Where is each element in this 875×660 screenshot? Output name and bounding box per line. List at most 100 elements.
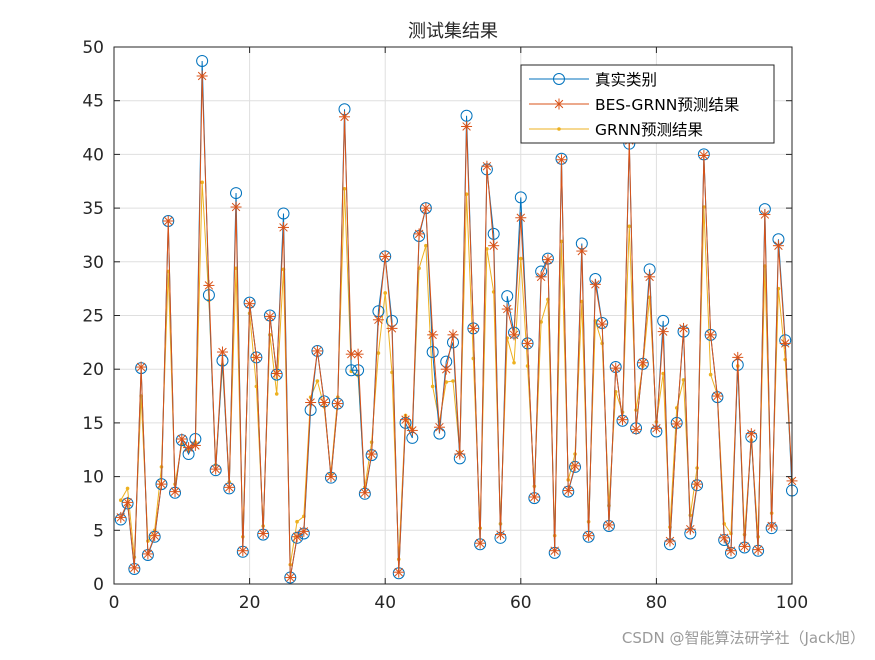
series-2-point (684, 523, 696, 535)
series-2-point (223, 481, 235, 493)
series-2-point (732, 351, 744, 363)
series-2-point (400, 414, 412, 426)
series-2-point (603, 519, 615, 531)
legend-item-2: BES-GRNN预测结果 (529, 96, 739, 114)
series-3-line (120, 182, 793, 565)
series-2-point (576, 245, 588, 257)
series-2-point (745, 428, 757, 440)
series-2-point (325, 471, 337, 483)
series-2-point (115, 511, 127, 523)
series-2-point (705, 329, 717, 341)
series-2-point (644, 271, 656, 283)
y-tick-label: 40 (82, 145, 104, 165)
series-2-point (155, 478, 167, 490)
series-2-point (596, 318, 608, 330)
series-3-point (708, 372, 713, 377)
series-2-point (372, 314, 384, 326)
series-1-point (487, 227, 500, 240)
y-tick-label: 5 (93, 521, 104, 541)
series-2-point (366, 448, 378, 460)
series-2-point (515, 212, 527, 224)
series-3-point (342, 186, 347, 191)
x-tick-label: 20 (239, 593, 261, 613)
series-1-point (352, 364, 365, 377)
series-3-point (125, 486, 130, 491)
x-tick-label: 40 (374, 593, 396, 613)
series-2-point (250, 351, 262, 363)
series-2-point (142, 548, 154, 560)
x-tick-label: 80 (646, 593, 668, 613)
series-2-point (650, 422, 662, 434)
series-2-point (440, 363, 452, 375)
series-2-point (230, 201, 242, 213)
series-2-point (617, 414, 628, 426)
series-2-point (311, 345, 323, 357)
series-2-point (488, 240, 500, 252)
legend-marker (553, 98, 565, 110)
series-2-point (542, 254, 554, 266)
series-2-point (772, 240, 784, 252)
series-layer (114, 54, 798, 584)
series-2-point (454, 448, 466, 460)
series-2-point (196, 70, 208, 82)
series-2-point (359, 487, 371, 499)
axis-ticks: 0 20 40 60 80 100 0 5 10 15 20 25 30 35 40 45 50 (82, 38, 808, 613)
legend-item-1: 真实类别 (529, 71, 657, 89)
series-2-point (345, 348, 357, 360)
series-2-point (508, 329, 520, 341)
series-2 (115, 70, 798, 584)
series-3 (118, 180, 794, 567)
series-2-point (203, 279, 215, 291)
series-1-point (426, 346, 439, 359)
watermark: CSDN @智能算法研学社（Jack旭） (621, 629, 865, 647)
series-2-point (352, 348, 364, 360)
x-tick-label: 0 (109, 593, 120, 613)
series-2-point (766, 520, 778, 532)
series-2-point (305, 396, 317, 408)
series-2-point (447, 329, 459, 341)
series-2-point (589, 278, 601, 290)
y-tick-label: 20 (82, 360, 104, 380)
series-2-point (555, 154, 567, 166)
series-3-point (681, 378, 686, 382)
series-2-point (583, 530, 595, 542)
series-2-point (386, 322, 398, 334)
legend-marker (557, 127, 561, 131)
series-1-point (345, 364, 358, 377)
series-2-point (711, 390, 723, 402)
series-2-point (393, 566, 405, 578)
series-2-point (481, 160, 493, 172)
series-2-line (120, 75, 793, 578)
series-3-point (430, 384, 435, 389)
series-3-point (600, 341, 604, 346)
series-3-point (424, 243, 428, 248)
series-2-point (433, 421, 445, 433)
series-2-point (467, 322, 479, 334)
chart-title: 测试集结果 (408, 21, 498, 42)
series-2-point (630, 423, 642, 435)
x-tick-label: 100 (776, 593, 808, 613)
series-2-point (474, 537, 486, 549)
series-2-point (752, 544, 764, 556)
series-3-point (200, 180, 204, 185)
series-2-point (291, 531, 303, 543)
series-2-point (562, 485, 574, 497)
series-1-point (501, 290, 514, 303)
series-2-point (657, 326, 669, 338)
series-3-point (512, 360, 516, 365)
series-2-point (264, 311, 276, 323)
y-tick-label: 25 (82, 307, 104, 327)
series-3-point (519, 256, 523, 261)
series-3-point (729, 531, 733, 536)
series-2-point (216, 346, 228, 358)
series-2-point (413, 228, 425, 240)
series-2-point (664, 535, 676, 547)
y-tick-label: 30 (82, 253, 104, 273)
series-2-point (257, 528, 269, 540)
y-tick-label: 0 (93, 575, 104, 595)
series-3-point (315, 379, 320, 383)
series-2-point (332, 398, 344, 410)
legend-marker (553, 73, 565, 85)
